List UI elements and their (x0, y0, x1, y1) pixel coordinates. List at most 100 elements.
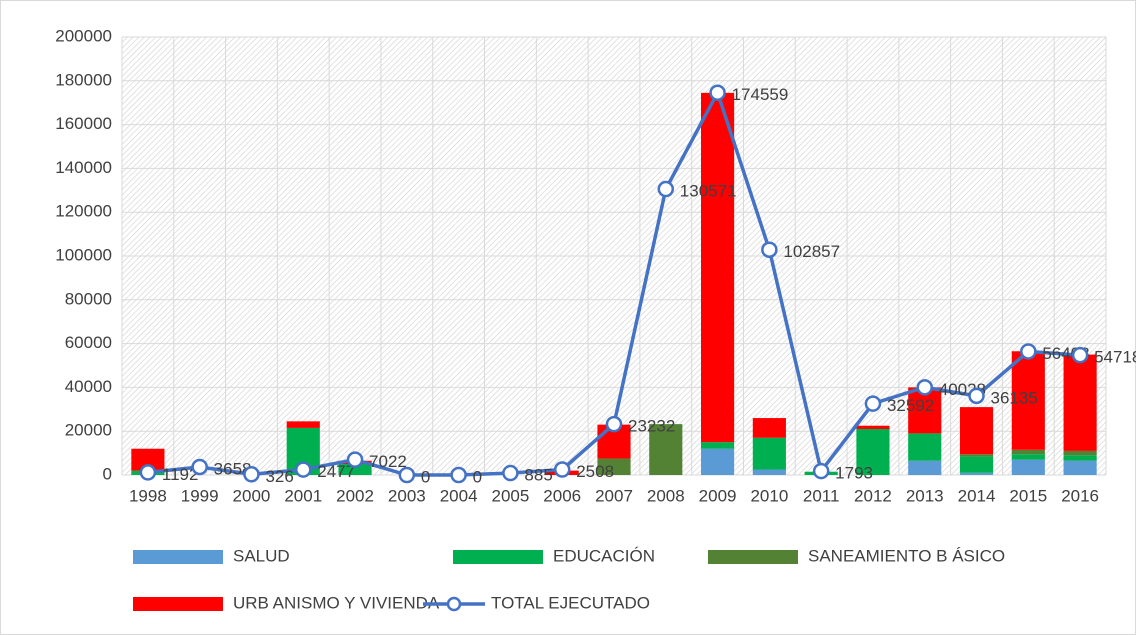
bar-segment (338, 464, 372, 475)
legend-swatch (708, 550, 798, 564)
y-tick-label: 120000 (55, 202, 112, 221)
bar-segment (908, 460, 942, 475)
legend-label: SANEAMIENTO B ÁSICO (808, 546, 1005, 565)
bar-segment (701, 448, 735, 475)
data-label: 2508 (576, 462, 614, 481)
y-tick-label: 0 (103, 464, 112, 483)
x-tick-label: 2000 (233, 486, 271, 505)
x-tick-label: 2014 (958, 486, 996, 505)
y-tick-label: 140000 (55, 158, 112, 177)
x-tick-label: 2012 (854, 486, 892, 505)
data-label: 23232 (628, 417, 675, 436)
bar-segment (701, 92, 735, 443)
line-marker (1020, 343, 1037, 360)
bar-segment (959, 454, 994, 457)
line-marker (761, 241, 778, 258)
x-tick-label: 2009 (699, 486, 737, 505)
legend-swatch (453, 550, 543, 564)
x-tick-label: 2011 (803, 486, 840, 505)
bar-segment (131, 448, 165, 471)
y-tick-label: 40000 (65, 377, 112, 396)
data-label: 130571 (680, 182, 737, 201)
y-tick-label: 100000 (55, 245, 112, 264)
bar-segment (856, 425, 890, 430)
data-label: 36135 (991, 388, 1038, 407)
legend-swatch (133, 597, 223, 611)
x-tick-label: 2010 (750, 486, 788, 505)
x-tick-label: 2006 (543, 486, 581, 505)
line-marker (139, 464, 157, 481)
bar-segment (1063, 450, 1097, 456)
bar-segment (1011, 351, 1045, 450)
line-marker (812, 462, 830, 480)
bar-segment (1011, 459, 1045, 475)
line-marker (605, 415, 623, 433)
line-marker (864, 395, 882, 412)
x-tick-label: 2007 (595, 486, 633, 505)
bar-segment (1063, 460, 1097, 475)
data-label: 102857 (783, 242, 840, 261)
bar-segment (959, 407, 994, 455)
line-marker (657, 180, 675, 198)
data-label: 174559 (732, 85, 789, 104)
bar-segment (856, 429, 890, 475)
y-tick-label: 180000 (55, 70, 112, 89)
line-marker (398, 466, 416, 484)
legend-label: TOTAL EJECUTADO (491, 593, 650, 612)
bar-segment (597, 458, 631, 475)
y-tick-label: 20000 (65, 421, 112, 440)
bar-segment (752, 469, 786, 475)
line-marker (450, 466, 467, 484)
data-label: 1793 (835, 464, 873, 483)
x-tick-label: 2008 (647, 486, 685, 505)
bar-segment (752, 437, 786, 470)
data-label: 0 (473, 467, 482, 486)
bar-segment (959, 456, 994, 473)
x-tick-label: 2005 (492, 486, 530, 505)
bar-segment (649, 424, 683, 475)
line-marker (553, 461, 571, 478)
data-label: 885 (524, 466, 552, 485)
line-marker (295, 461, 312, 478)
bar-segment (1011, 454, 1045, 460)
data-label: 32592 (887, 396, 934, 415)
line-marker (502, 464, 519, 482)
y-tick-label: 60000 (65, 333, 112, 352)
bar-segment (1063, 455, 1097, 461)
data-label: 3658 (214, 459, 252, 478)
x-tick-label: 1998 (129, 486, 167, 505)
legend-label: SALUD (233, 546, 290, 565)
data-label: 54718 (1094, 348, 1136, 367)
bar-segment (286, 421, 320, 428)
line-marker (916, 379, 933, 396)
x-tick-label: 2016 (1061, 486, 1099, 505)
data-label: 0 (421, 467, 430, 486)
line-marker (191, 458, 208, 476)
y-tick-label: 80000 (65, 289, 112, 308)
line-marker (1071, 346, 1089, 364)
data-label: 2477 (317, 462, 355, 481)
legend-label: EDUCACIÓN (553, 546, 655, 565)
line-marker (968, 387, 985, 405)
data-label: 1192 (162, 465, 199, 484)
x-tick-label: 2013 (906, 486, 944, 505)
legend-marker (446, 596, 462, 612)
line-marker (346, 451, 364, 468)
data-label: 7022 (369, 452, 407, 471)
bar-segment (1011, 449, 1045, 455)
x-tick-label: 2004 (440, 486, 478, 505)
x-tick-label: 1999 (181, 486, 219, 505)
data-label: 326 (265, 467, 293, 486)
x-tick-label: 2003 (388, 486, 426, 505)
bar-segment (959, 472, 994, 475)
legend-label: URB ANISMO Y VIVIENDA (233, 593, 440, 612)
x-tick-label: 2001 (284, 486, 322, 505)
legend-swatch (133, 550, 223, 564)
y-tick-label: 160000 (55, 114, 112, 133)
bar-segment (1063, 354, 1097, 451)
line-marker (243, 466, 260, 483)
bar-segment (908, 433, 942, 461)
x-tick-label: 2015 (1009, 486, 1047, 505)
x-tick-label: 2002 (336, 486, 374, 505)
